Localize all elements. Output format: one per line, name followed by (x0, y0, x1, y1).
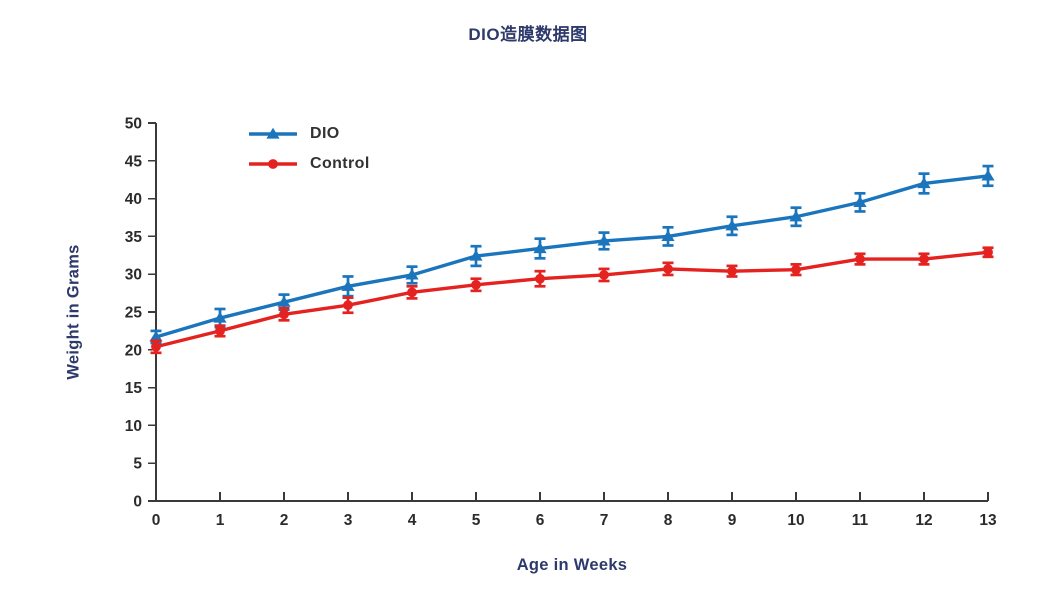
svg-text:5: 5 (133, 456, 142, 473)
dio-line-marker-icon (249, 127, 297, 139)
svg-text:2: 2 (280, 512, 289, 529)
svg-text:15: 15 (125, 380, 143, 397)
svg-text:20: 20 (125, 342, 142, 359)
svg-text:13: 13 (979, 512, 997, 529)
control-line-marker-icon (249, 159, 297, 169)
svg-text:25: 25 (125, 305, 143, 322)
legend-label-dio: DIO (310, 125, 340, 142)
svg-text:10: 10 (787, 512, 804, 529)
svg-text:11: 11 (852, 512, 869, 529)
svg-text:45: 45 (125, 153, 143, 170)
svg-text:50: 50 (125, 116, 142, 133)
svg-text:6: 6 (536, 512, 545, 529)
svg-text:9: 9 (728, 512, 737, 529)
legend: DIO Control (249, 119, 370, 179)
legend-item-dio: DIO (249, 119, 370, 149)
x-axis-title: Age in Weeks (516, 556, 628, 574)
svg-text:1: 1 (216, 512, 225, 529)
chart-title: DIO造膜数据图 (468, 25, 588, 44)
svg-text:0: 0 (152, 512, 161, 529)
y-axis-title: Weight in Grams (64, 244, 83, 380)
svg-text:0: 0 (133, 494, 142, 511)
svg-text:8: 8 (664, 512, 673, 529)
svg-text:5: 5 (472, 512, 481, 529)
svg-text:30: 30 (125, 267, 142, 284)
svg-text:35: 35 (125, 229, 143, 246)
legend-label-control: Control (310, 155, 370, 172)
svg-text:10: 10 (125, 418, 142, 435)
legend-item-control: Control (249, 149, 370, 179)
svg-text:12: 12 (915, 512, 932, 529)
svg-text:3: 3 (344, 512, 353, 529)
svg-text:7: 7 (600, 512, 609, 529)
svg-text:40: 40 (125, 191, 142, 208)
svg-text:4: 4 (408, 512, 417, 529)
